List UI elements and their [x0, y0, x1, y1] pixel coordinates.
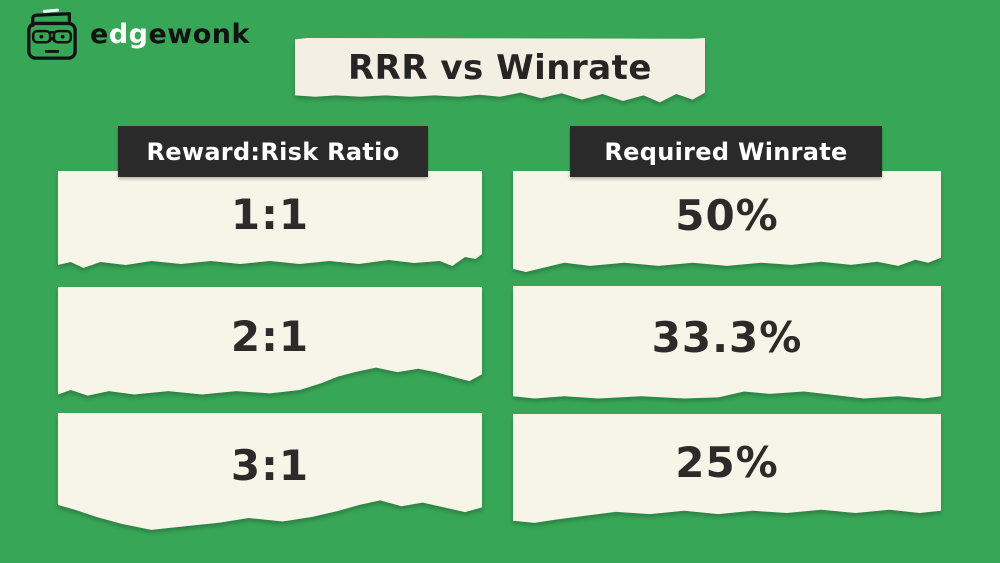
- cell-value-winrate-1: 50%: [675, 190, 779, 240]
- column-header-winrate-label: Required Winrate: [604, 137, 848, 166]
- title-paper: RRR vs Winrate: [295, 38, 705, 108]
- brand-wordmark: edgewonk: [90, 8, 250, 62]
- wordmark-start: e: [90, 19, 109, 50]
- table-cell-rrr-row3: 3:1: [58, 413, 482, 531]
- column-header-winrate: Required Winrate: [570, 126, 882, 177]
- cell-value-winrate-3: 25%: [675, 437, 779, 487]
- cell-value-rrr-3: 3:1: [230, 440, 310, 490]
- table-cell-rrr-row1: 1:1: [58, 171, 482, 271]
- page-title: RRR vs Winrate: [347, 48, 652, 88]
- column-header-rrr-label: Reward:Risk Ratio: [146, 137, 400, 166]
- cell-value-winrate-2: 33.3%: [651, 312, 803, 362]
- wordmark-end: ewonk: [148, 19, 250, 50]
- robot-logo-icon: [27, 8, 77, 60]
- table-cell-winrate-row1: 50%: [513, 171, 941, 273]
- table-cell-rrr-row2: 2:1: [58, 287, 482, 399]
- edgewonk-logo: edgewonk: [20, 8, 250, 62]
- cell-value-rrr-1: 1:1: [230, 189, 310, 239]
- cell-value-rrr-2: 2:1: [230, 311, 310, 361]
- table-cell-winrate-row3: 25%: [513, 414, 941, 524]
- table-cell-winrate-row2: 33.3%: [513, 286, 941, 402]
- wordmark-accent: dg: [108, 19, 149, 50]
- column-header-rrr: Reward:Risk Ratio: [118, 126, 428, 177]
